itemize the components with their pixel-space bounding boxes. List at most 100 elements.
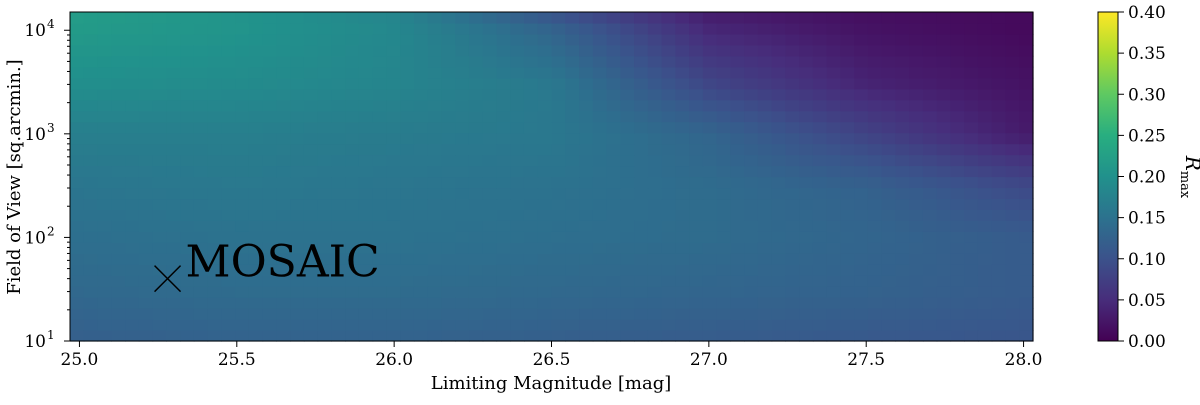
heatmap-cell — [991, 220, 1007, 232]
heatmap-cell — [303, 143, 319, 156]
heatmap-cell — [262, 209, 277, 221]
heatmap-cell — [634, 308, 649, 320]
heatmap-cell — [372, 88, 388, 101]
heatmap-cell — [290, 308, 305, 320]
heatmap-cell — [812, 176, 828, 189]
heatmap-cell — [854, 22, 869, 35]
heatmap-cell — [331, 264, 346, 276]
heatmap-cell — [579, 319, 594, 331]
heatmap-cell — [125, 121, 140, 134]
heatmap-cell — [496, 231, 511, 243]
heatmap-cell — [468, 253, 484, 265]
heatmap-cell — [441, 66, 456, 79]
heatmap-cell — [510, 253, 525, 265]
heatmap-cell — [193, 12, 209, 24]
heatmap-cell — [1005, 275, 1020, 287]
heatmap-cell — [757, 66, 773, 79]
heatmap-cell — [799, 176, 814, 189]
heatmap-cell — [427, 330, 443, 342]
heatmap-cell — [221, 44, 236, 57]
heatmap-cell — [991, 154, 1007, 167]
heatmap-cell — [1019, 330, 1034, 342]
heatmap-cell — [221, 308, 236, 320]
heatmap-cell — [537, 44, 553, 57]
heatmap-cell — [620, 231, 635, 243]
heatmap-cell — [496, 220, 511, 232]
heatmap-cell — [647, 187, 663, 200]
heatmap-cell — [730, 220, 745, 232]
heatmap-cell — [675, 66, 690, 79]
heatmap-cell — [193, 253, 209, 265]
heatmap-cell — [496, 275, 511, 287]
heatmap-cell — [372, 121, 388, 134]
heatmap-cell — [290, 143, 305, 156]
heatmap-cell — [455, 187, 470, 200]
annotation-label: MOSAIC — [186, 237, 380, 288]
heatmap-cell — [867, 165, 883, 178]
heatmap-cell — [345, 264, 360, 276]
heatmap-cell — [276, 33, 291, 46]
heatmap-cell — [771, 308, 786, 320]
heatmap-cell — [345, 176, 360, 189]
heatmap-cell — [152, 132, 167, 145]
heatmap-cell — [661, 110, 676, 123]
heatmap-cell — [771, 330, 786, 342]
heatmap-cell — [867, 330, 883, 342]
heatmap-cell — [1005, 12, 1020, 24]
heatmap-cell — [964, 77, 979, 90]
heatmap-cell — [634, 297, 649, 309]
heatmap-cell — [262, 275, 277, 287]
heatmap-cell — [785, 330, 800, 342]
heatmap-cell — [744, 198, 759, 210]
heatmap-cell — [689, 242, 704, 254]
heatmap-cell — [895, 143, 910, 156]
heatmap-cell — [895, 12, 910, 24]
heatmap-cell — [83, 77, 99, 90]
heatmap-cell — [551, 187, 566, 200]
heatmap-cell — [523, 242, 539, 254]
heatmap-cell — [400, 286, 415, 298]
heatmap-cell — [964, 121, 979, 134]
heatmap-cell — [441, 99, 456, 112]
heatmap-cell — [606, 297, 621, 309]
heatmap-cell — [510, 319, 525, 331]
heatmap-cell — [799, 297, 814, 309]
heatmap-cell — [1019, 264, 1034, 276]
heatmap-cell — [276, 44, 291, 57]
heatmap-cell — [386, 88, 401, 101]
colorbar-tick-label: 0.20 — [1128, 168, 1166, 188]
heatmap-cell — [523, 44, 539, 57]
heatmap-cell — [606, 330, 621, 342]
heatmap-cell — [97, 286, 112, 298]
heatmap-cell — [496, 22, 511, 35]
heatmap-cell — [922, 12, 938, 24]
heatmap-cell — [620, 319, 635, 331]
heatmap-cell — [744, 88, 759, 101]
heatmap-cell — [909, 220, 924, 232]
heatmap-cell — [317, 242, 332, 254]
heatmap-cell — [620, 330, 635, 342]
heatmap-cell — [606, 198, 621, 210]
heatmap-cell — [496, 66, 511, 79]
heatmap-cell — [262, 319, 277, 331]
heatmap-cell — [620, 22, 635, 35]
heatmap-cell — [867, 286, 883, 298]
heatmap-cell — [97, 242, 112, 254]
heatmap-cell — [207, 264, 222, 276]
heatmap-cell — [730, 176, 745, 189]
heatmap-cell — [331, 209, 346, 221]
heatmap-cell — [152, 286, 167, 298]
heatmap-cell — [799, 143, 814, 156]
heatmap-cell — [70, 143, 85, 156]
heatmap-cell — [661, 154, 676, 167]
heatmap-cell — [895, 286, 910, 298]
heatmap-cell — [276, 22, 291, 35]
heatmap-cell — [950, 286, 965, 298]
heatmap-cell — [427, 110, 443, 123]
heatmap-cell — [248, 242, 264, 254]
heatmap-cell — [180, 231, 195, 243]
heatmap-cell — [757, 77, 773, 90]
heatmap-cell — [235, 187, 250, 200]
heatmap-cell — [276, 99, 291, 112]
heatmap-cell — [826, 77, 841, 90]
